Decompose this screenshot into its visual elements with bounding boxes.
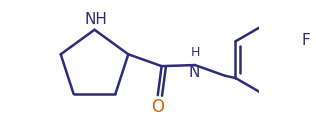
Text: O: O	[151, 98, 164, 116]
Text: NH: NH	[84, 12, 107, 27]
Text: F: F	[301, 33, 310, 48]
Text: H: H	[191, 46, 200, 59]
Text: N: N	[189, 65, 200, 81]
